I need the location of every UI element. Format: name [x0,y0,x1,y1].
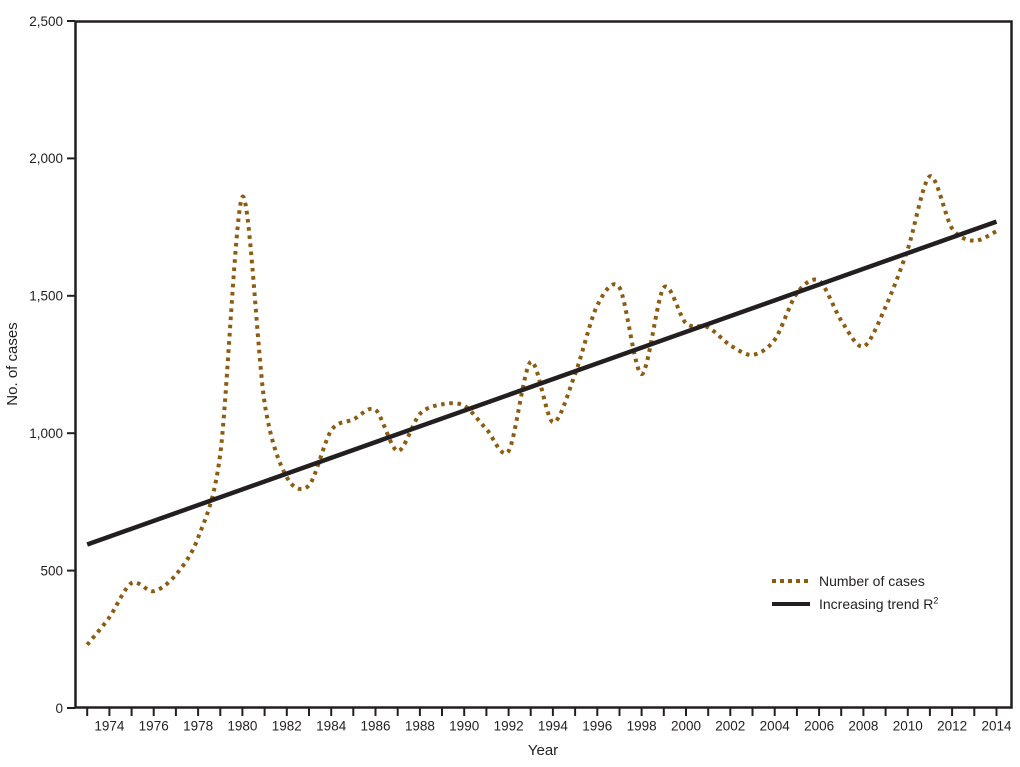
x-tick-label: 1976 [139,719,169,734]
legend-label-trend: Increasing trend R2 [819,596,938,612]
x-tick-label: 2004 [760,719,791,734]
x-tick-label: 1978 [183,719,213,734]
y-tick-label: 0 [55,701,63,716]
x-tick-label: 2000 [671,719,701,734]
y-tick-label: 2,500 [29,14,63,29]
x-axis-title: Year [528,742,558,759]
y-tick-label: 1,500 [29,289,63,304]
solid-line-swatch [772,602,810,606]
dotted-line-swatch [772,579,810,583]
series-lines [85,174,998,647]
plot-frame [74,20,1013,709]
x-tick-label: 1974 [94,719,125,734]
trend-line [86,219,998,547]
x-tick-label: 1982 [272,719,302,734]
cases-line [85,174,998,647]
y-tick-label: 2,000 [29,151,63,166]
x-tick-label: 1984 [316,719,347,734]
x-tick-label: 1994 [538,719,569,734]
legend-item-trend: Increasing trend R2 [772,595,938,613]
x-axis-ticks [86,708,998,716]
legend-label-cases: Number of cases [819,573,925,589]
y-axis-ticks [67,20,75,709]
x-tick-label: 2008 [848,719,878,734]
legend-label-trend-text: Increasing trend R [819,596,934,612]
legend-label-trend-sup: 2 [933,595,939,606]
x-tick-label: 1996 [582,719,612,734]
y-tick-label: 500 [40,563,63,578]
x-tick-label: 1988 [405,719,435,734]
x-tick-label: 2010 [893,719,923,734]
x-tick-label: 2006 [804,719,834,734]
x-axis-labels: 1974 1976 1978 1980 1982 1984 1986 1988 1990 1992… [94,719,1012,734]
legend: Number of cases Increasing trend R2 [772,572,938,613]
x-tick-label: 1980 [227,719,257,734]
y-axis-labels: 0 500 1,000 1,500 2,000 2,500 [29,14,63,716]
x-tick-label: 1986 [360,719,390,734]
x-tick-label: 2012 [937,719,967,734]
x-tick-label: 1998 [627,719,657,734]
legend-item-cases: Number of cases [772,572,938,590]
x-tick-label: 1992 [494,719,524,734]
y-axis-title: No. of cases [4,322,21,405]
x-tick-label: 2014 [981,719,1012,734]
x-tick-label: 2002 [715,719,745,734]
y-tick-label: 1,000 [29,426,63,441]
x-tick-label: 1990 [449,719,479,734]
